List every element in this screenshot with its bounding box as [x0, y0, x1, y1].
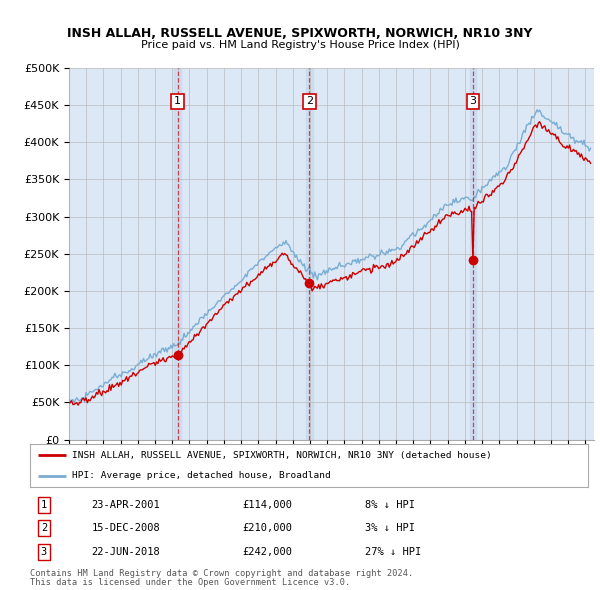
Text: 1: 1 [41, 500, 47, 510]
Bar [174, 68, 181, 440]
Text: £114,000: £114,000 [242, 500, 292, 510]
Bar [470, 68, 476, 440]
Text: 3% ↓ HPI: 3% ↓ HPI [365, 523, 415, 533]
Text: £242,000: £242,000 [242, 547, 292, 557]
Text: Price paid vs. HM Land Registry's House Price Index (HPI): Price paid vs. HM Land Registry's House … [140, 40, 460, 50]
Text: Contains HM Land Registry data © Crown copyright and database right 2024.: Contains HM Land Registry data © Crown c… [30, 569, 413, 578]
Text: This data is licensed under the Open Government Licence v3.0.: This data is licensed under the Open Gov… [30, 578, 350, 587]
Text: 15-DEC-2008: 15-DEC-2008 [91, 523, 160, 533]
Text: 8% ↓ HPI: 8% ↓ HPI [365, 500, 415, 510]
Text: INSH ALLAH, RUSSELL AVENUE, SPIXWORTH, NORWICH, NR10 3NY (detached house): INSH ALLAH, RUSSELL AVENUE, SPIXWORTH, N… [72, 451, 491, 460]
Text: HPI: Average price, detached house, Broadland: HPI: Average price, detached house, Broa… [72, 471, 331, 480]
Text: £210,000: £210,000 [242, 523, 292, 533]
Text: 27% ↓ HPI: 27% ↓ HPI [365, 547, 421, 557]
Text: INSH ALLAH, RUSSELL AVENUE, SPIXWORTH, NORWICH, NR10 3NY: INSH ALLAH, RUSSELL AVENUE, SPIXWORTH, N… [67, 27, 533, 40]
Text: 3: 3 [469, 96, 476, 106]
Text: 1: 1 [174, 96, 181, 106]
Text: 2: 2 [306, 96, 313, 106]
Text: 3: 3 [41, 547, 47, 557]
Text: 22-JUN-2018: 22-JUN-2018 [91, 547, 160, 557]
Text: 23-APR-2001: 23-APR-2001 [91, 500, 160, 510]
Text: 2: 2 [41, 523, 47, 533]
Bar [306, 68, 313, 440]
